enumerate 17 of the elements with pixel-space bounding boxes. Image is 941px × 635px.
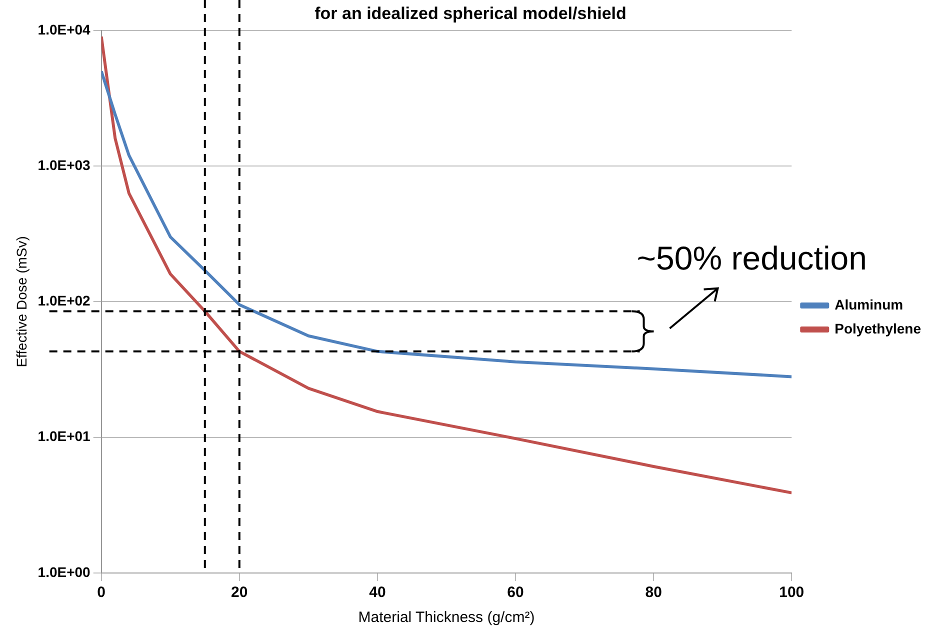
chart-title: for an idealized spherical model/shield — [314, 4, 626, 23]
y-axis-title: Effective Dose (mSv) — [13, 236, 30, 368]
x-tick-label: 0 — [97, 584, 106, 602]
legend-label: Aluminum — [834, 296, 904, 312]
x-tick-label: 80 — [645, 584, 662, 602]
y-tick-label: 1.0E+01 — [38, 428, 91, 444]
x-tick-label: 40 — [369, 584, 386, 602]
x-axis-title: Material Thickness (g/cm²) — [358, 609, 535, 626]
legend-label: Polyethylene — [834, 320, 922, 336]
y-tick-label: 1.0E+00 — [38, 564, 91, 580]
y-tick-label: 1.0E+04 — [38, 21, 91, 38]
y-tick-label: 1.0E+02 — [38, 292, 91, 309]
x-tick-label: 20 — [231, 584, 248, 602]
y-tick-label: 1.0E+03 — [38, 156, 91, 173]
annotation: ~50% reduction — [636, 239, 868, 276]
x-tick-label: 60 — [507, 584, 524, 602]
x-tick-label: 100 — [779, 584, 804, 602]
